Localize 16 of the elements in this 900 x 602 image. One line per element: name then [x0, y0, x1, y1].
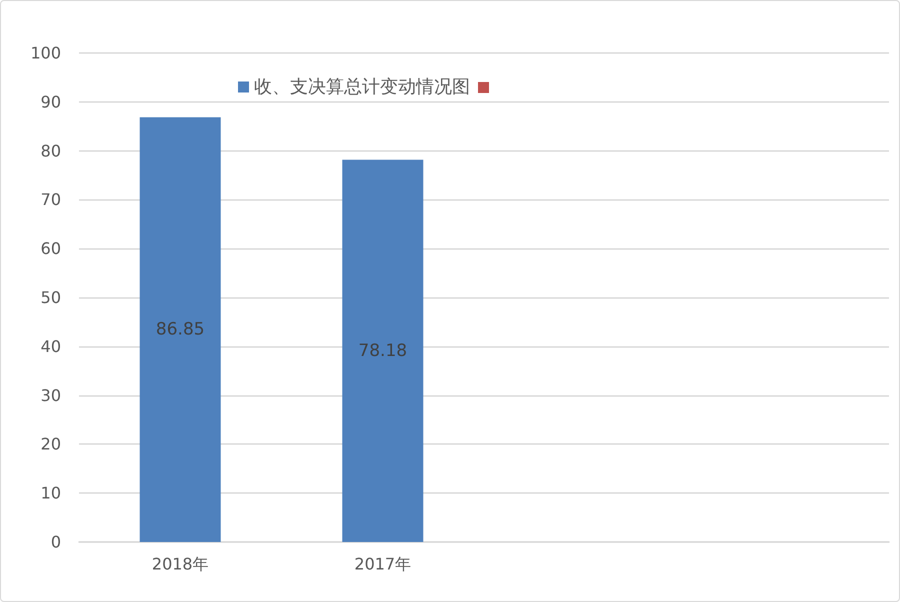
y-tick-label: 70	[40, 190, 61, 210]
y-tick-label: 30	[40, 386, 61, 405]
y-tick-label: 80	[40, 141, 61, 160]
y-tick-label: 20	[40, 434, 61, 454]
y-tick-label: 90	[40, 92, 61, 112]
x-tick-label: 2018年	[152, 554, 209, 574]
data-label: 78.18	[358, 340, 408, 361]
y-tick-label: 100	[30, 44, 61, 62]
y-tick-label: 60	[40, 239, 61, 258]
y-tick-label: 0	[50, 532, 61, 552]
y-tick-label: 50	[40, 288, 61, 307]
x-tick-label: 2017年	[354, 554, 412, 574]
y-tick-label: 10	[40, 484, 61, 503]
data-label: 86.85	[156, 320, 205, 340]
y-tick-label: 40	[40, 336, 61, 356]
legend-label: 收、支决算总计变动情况图	[254, 76, 470, 98]
